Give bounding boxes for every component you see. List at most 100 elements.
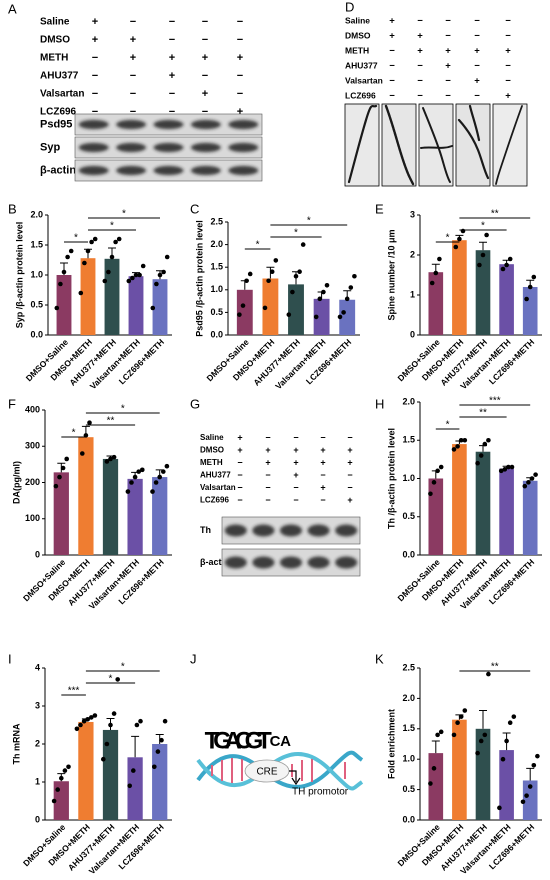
data-point [57,474,62,480]
y-tick-label: 0.5 [402,784,415,794]
blot-band [190,119,221,130]
data-point [60,465,66,471]
treatment-label: LCZ696 [345,90,376,100]
x-tick-label: LCZ696+METH [116,557,165,606]
data-point [435,468,440,474]
bar [78,721,94,820]
data-point [352,273,357,279]
data-point [164,254,170,260]
treatment-label: Saline [40,17,70,28]
treatment-mark: − [92,70,98,82]
blot-band [153,142,184,153]
treatment-mark: + [505,46,511,57]
treatment-mark: + [474,46,480,57]
data-point [520,799,526,805]
data-point [297,269,302,275]
data-point [78,290,84,296]
y-tick-label: 2.5 [402,662,415,672]
y-tick-label: 300 [25,441,40,451]
error-bar [479,445,487,452]
treatment-mark: − [445,16,451,27]
data-point [92,713,98,718]
x-tick-label: LCZ696+METH [304,337,353,386]
data-point [438,464,444,470]
data-point [460,228,466,234]
data-point [58,281,63,287]
treatment-label: Valsartan [40,89,84,100]
data-point [154,281,159,287]
y-tick-label: 0.0 [402,814,415,824]
treatment-mark: − [202,70,208,82]
data-point [324,282,330,288]
panel-letter: C [190,201,199,216]
y-tick-label: 2.5 [210,216,223,226]
significance-label: * [74,233,78,244]
bar [78,437,94,555]
bar [152,744,168,820]
data-point [65,254,70,260]
treatment-mark: − [320,495,325,505]
data-point [506,464,511,470]
y-tick-label: 2.0 [210,239,223,249]
data-point [348,285,354,290]
data-point [92,236,98,242]
treatment-mark: − [237,88,243,100]
data-point [108,722,113,728]
treatment-label: AHU377 [200,471,231,480]
treatment-label: AHU377 [40,71,79,82]
panel-letter: G [190,396,200,411]
y-axis-label: Syp /β-actin protein level [14,222,24,329]
data-point [240,303,246,308]
treatment-mark: − [265,432,270,442]
treatment-mark: − [92,52,98,64]
panel-letter: E [375,201,384,216]
data-point [526,480,531,485]
treatment-label: Valsartan [200,483,236,492]
data-point [164,463,170,469]
y-tick-label: 200 [25,477,40,487]
data-point [161,269,166,275]
treatment-mark: + [92,34,98,46]
y-tick-label: 3 [410,209,415,219]
panel-letter: B [8,201,17,216]
treatment-mark: − [169,16,175,28]
treatment-mark: − [389,46,395,57]
error-bar [526,767,535,781]
bar [313,298,330,335]
data-point [150,305,156,311]
data-point [478,738,484,744]
bar [522,287,538,335]
treatment-mark: − [389,91,395,102]
data-point [511,714,517,719]
treatment-label: Saline [200,433,224,442]
significance-label: ** [491,662,499,673]
data-point [484,232,489,238]
y-tick-label: 0 [410,329,415,339]
treatment-mark: − [320,432,325,442]
treatment-mark: − [169,106,175,118]
y-axis-label: DA(pg/ml) [11,461,21,504]
data-point [266,278,271,284]
data-point [74,726,80,732]
data-point [344,296,350,302]
data-point [437,256,442,262]
data-point [111,711,117,716]
panel-letter: D [345,0,354,14]
treatment-mark: − [505,76,511,87]
data-point [101,756,106,762]
blot-band [228,142,259,153]
data-point [527,784,533,789]
data-point [433,270,439,276]
bar [127,757,143,820]
data-point [273,258,279,263]
data-point [80,451,85,456]
y-tick-label: 1.5 [402,723,415,733]
treatment-label: METH [345,45,369,55]
treatment-mark: + [169,70,175,82]
data-point [321,289,326,295]
y-tick-label: 1 [35,776,40,786]
data-point [54,305,60,311]
data-point [486,437,491,443]
panel-letter: J [190,651,197,666]
significance-label: * [72,428,76,439]
